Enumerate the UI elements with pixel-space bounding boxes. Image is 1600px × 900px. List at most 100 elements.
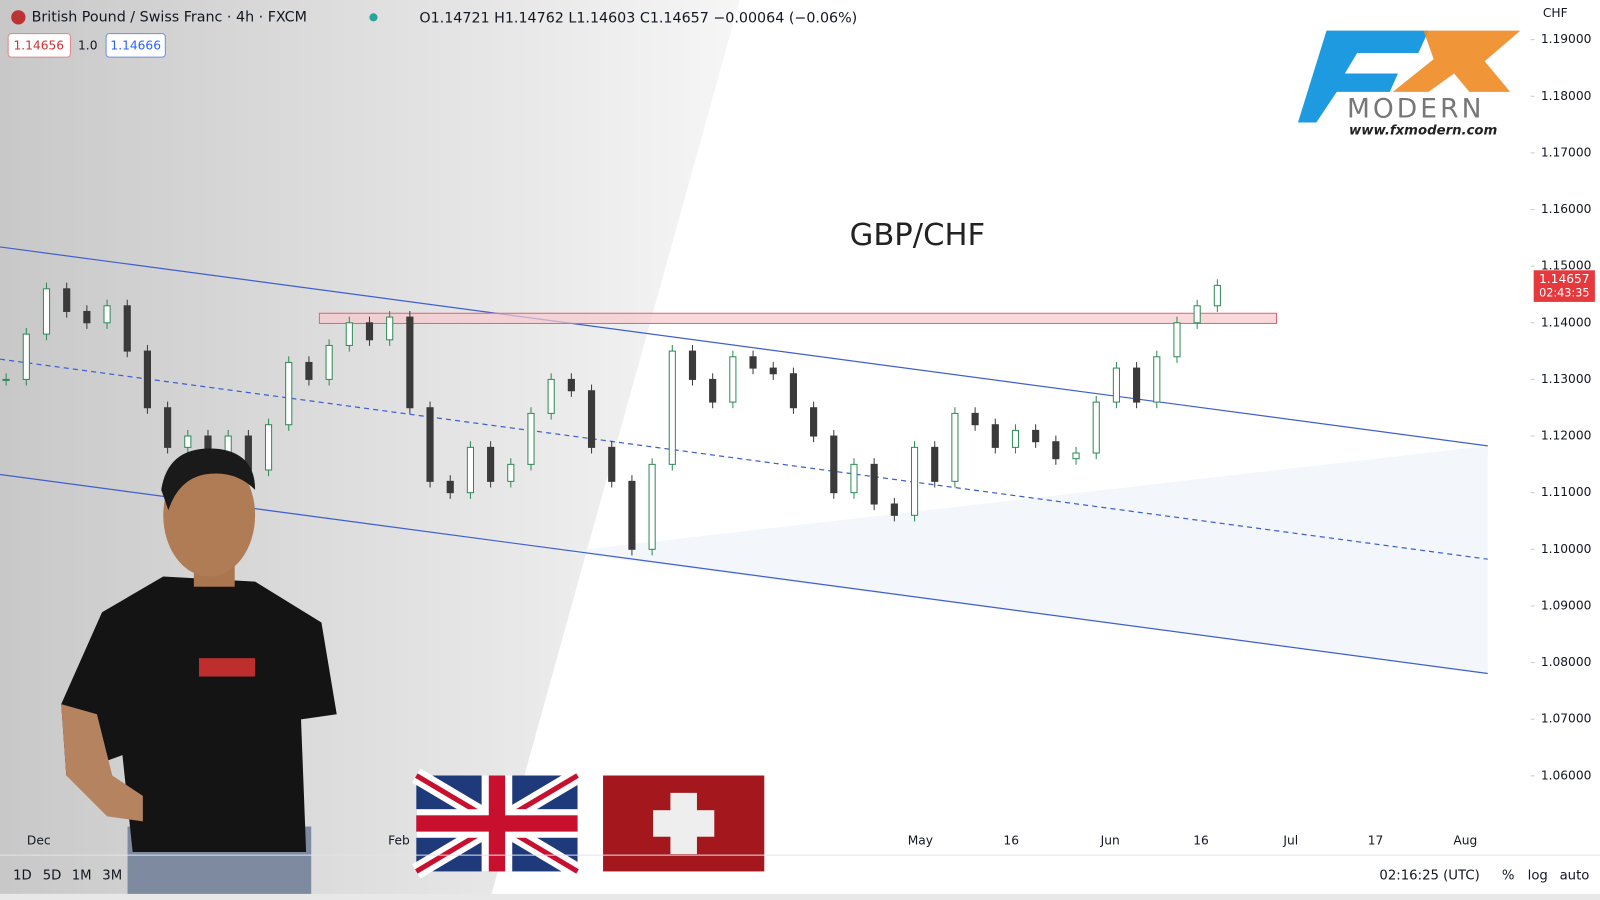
x-axis: Dec Feb May 16 Jun 16 Jul 17 Aug [27,833,1477,847]
y-tick-label: 1.13000 [1541,372,1592,386]
scale-toggle[interactable]: log [1528,869,1548,884]
countdown: 02:43:35 [1539,287,1589,300]
footer: 1D 5D 1M 3M% log auto [13,869,1589,884]
candle [628,480,636,550]
candle [1092,401,1100,454]
x-tick-label: Dec [27,833,51,847]
x-tick-label: 16 [1003,833,1019,847]
buy-box[interactable] [105,33,166,58]
y-axis: 1.19000 1.18000 1.17000 1.16000 1.15000 1.140… [1530,32,1595,782]
candle [487,446,495,482]
y-tick-label: 1.08000 [1541,655,1592,669]
x-tick-label: May [908,833,933,847]
y-tick-label: 1.18000 [1541,89,1592,103]
candle [567,378,575,392]
channel-fill [571,445,1488,674]
candle [1052,441,1060,460]
candle [608,446,616,482]
candle [345,322,353,346]
x-tick-label: Aug [1453,833,1477,847]
presenter [61,448,337,900]
candle [1213,284,1221,307]
uk-flag [412,768,582,879]
sell-box[interactable] [7,33,71,58]
candle [1153,356,1161,403]
timeframe-button[interactable]: 1D [13,869,32,884]
candle [325,344,333,380]
candle [1133,367,1141,403]
candle [951,412,959,482]
x-tick-label: 17 [1368,833,1384,847]
y-tick-label: 1.16000 [1541,202,1592,216]
resistance-zone [318,312,1278,324]
candle [164,407,172,448]
channel-upper [0,246,1488,447]
chart-title: GBP/CHF [850,218,986,253]
candle [1173,322,1181,358]
candle [971,412,979,426]
timeframe-button[interactable]: 5D [43,869,62,884]
candle [870,463,878,505]
y-tick-label: 1.07000 [1541,712,1592,726]
x-tick-label: Jun [1100,833,1120,847]
logo-url: www.fxmodern.com [1349,124,1498,139]
candle [688,350,697,380]
x-tick-label: Jul [1282,833,1298,847]
x-tick-label: 16 [1193,833,1209,847]
candle [910,446,919,516]
candle [305,361,313,380]
logo-f [1297,30,1429,123]
candle [1011,429,1020,448]
timeframe-button[interactable]: 1M [72,869,92,884]
candle [991,424,999,448]
y-tick-label: 1.12000 [1541,429,1592,443]
candle [931,446,939,482]
channel-mid [0,358,1488,560]
candle [285,361,293,426]
candles [2,279,1221,556]
candle [406,316,414,409]
candle [850,463,858,494]
candle [103,305,111,324]
candle [466,446,474,494]
buy-price[interactable]: 1.14666 [110,38,161,52]
y-tick-label: 1.14000 [1541,315,1592,329]
candle [1072,452,1080,460]
symbol: British Pound / Swiss Franc · 4h · FXCM [32,9,307,25]
y-tick-label: 1.11000 [1541,485,1592,499]
candle [42,288,51,335]
scale-toggle[interactable]: auto [1560,869,1590,884]
y-tick-label: 1.06000 [1541,768,1592,782]
candle [184,435,192,448]
candle [729,356,737,403]
candle [890,503,898,516]
clock: 02:16:25 (UTC) [1379,869,1479,884]
candle [1032,429,1040,443]
candle [123,305,131,352]
candle [63,288,71,312]
candle [22,333,30,380]
candle [769,367,777,375]
candle [709,378,717,403]
candle [648,463,656,550]
currency[interactable]: CHF [1543,6,1568,20]
y-tick-label: 1.15000 [1541,259,1592,273]
candle [547,378,555,414]
sell-price[interactable]: 1.14656 [13,38,64,52]
y-tick-label: 1.17000 [1541,145,1592,159]
status-dot [369,13,378,22]
y-tick-label: 1.10000 [1541,542,1592,556]
candle [365,322,374,341]
scale-toggle[interactable]: % [1502,869,1515,884]
timeframe-button[interactable]: 3M [102,869,122,884]
candle [426,407,434,482]
candle [446,480,454,494]
candle [527,412,535,465]
candle [789,373,797,409]
x-tick-label: Feb [388,833,410,847]
candle [1193,305,1201,324]
candle [264,424,273,471]
candle [810,407,818,437]
quantity[interactable]: 1.0 [78,38,97,52]
